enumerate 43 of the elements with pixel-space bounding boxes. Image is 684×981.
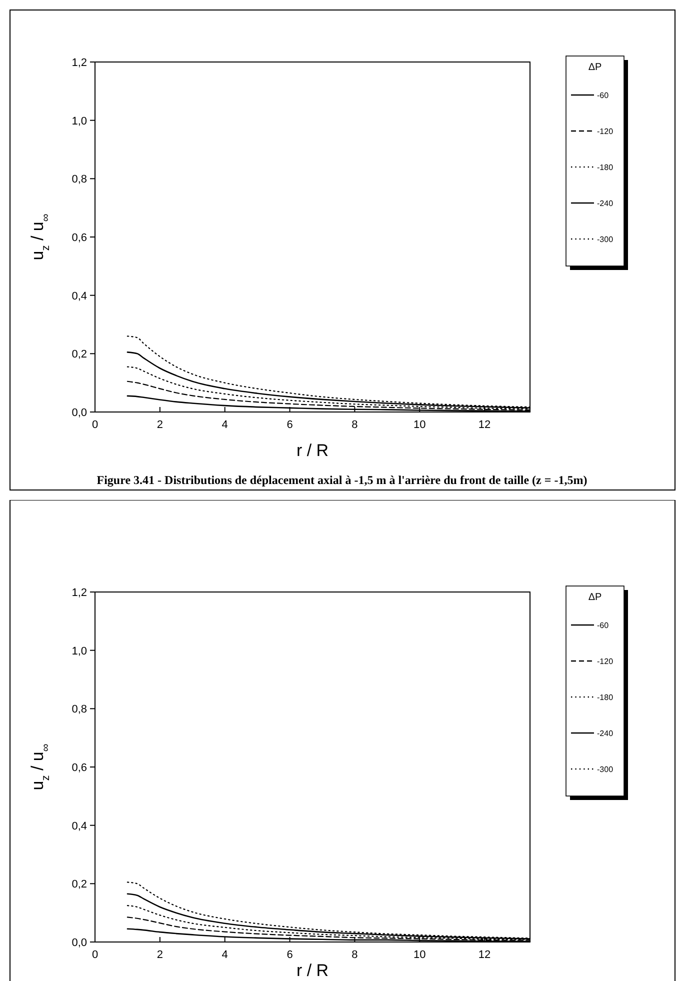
y-tick-label: 0,4 — [72, 820, 87, 832]
caption: Figure 3.41 - Distributions de déplacement axial à -1,5 m à l'arrière du front de taille (z = -1,5m) — [96, 473, 588, 487]
legend-label: -180 — [597, 693, 614, 702]
x-axis-title: r / R — [296, 441, 329, 460]
x-tick-label: 2 — [156, 949, 163, 961]
x-tick-label: 10 — [414, 949, 426, 961]
x-tick-label: 8 — [352, 419, 358, 431]
legend-label: -300 — [597, 765, 614, 774]
legend-label: -180 — [597, 163, 614, 172]
legend-label: -240 — [597, 729, 614, 738]
x-tick-label: 6 — [286, 949, 293, 961]
x-tick-label: 6 — [286, 419, 293, 431]
legend-label: -300 — [597, 235, 614, 244]
y-tick-label: 1,2 — [72, 57, 87, 69]
y-tick-label: 0,8 — [72, 174, 87, 186]
legend-label: -120 — [597, 657, 614, 666]
x-tick-label: 10 — [414, 419, 426, 431]
y-tick-label: 0,2 — [72, 878, 87, 891]
legend-label: -60 — [597, 91, 610, 100]
y-tick-label: 0,6 — [72, 232, 87, 244]
y-tick-label: 0,8 — [72, 704, 87, 716]
legend-title: ΔP — [588, 62, 602, 73]
legend-label: -60 — [597, 621, 610, 630]
y-tick-label: 0,6 — [72, 762, 87, 774]
legend-title: ΔP — [588, 592, 602, 603]
y-tick-label: 0,0 — [72, 407, 87, 419]
y-tick-label: 1,0 — [72, 115, 87, 128]
y-tick-label: 0,4 — [72, 290, 87, 302]
legend-label: -240 — [597, 199, 614, 208]
y-tick-label: 1,0 — [72, 645, 87, 658]
legend-label: -120 — [597, 127, 614, 136]
x-tick-label: 8 — [352, 949, 358, 961]
x-tick-label: 12 — [478, 419, 491, 431]
y-tick-label: 1,2 — [72, 587, 87, 599]
x-tick-label: 0 — [92, 949, 98, 961]
x-tick-label: 4 — [222, 419, 228, 431]
y-tick-label: 0,0 — [72, 937, 87, 949]
x-axis-title: r / R — [296, 961, 329, 980]
x-tick-label: 0 — [92, 419, 98, 431]
x-tick-label: 12 — [478, 949, 491, 961]
x-tick-label: 4 — [222, 949, 228, 961]
x-tick-label: 2 — [156, 419, 163, 431]
y-tick-label: 0,2 — [72, 348, 87, 361]
